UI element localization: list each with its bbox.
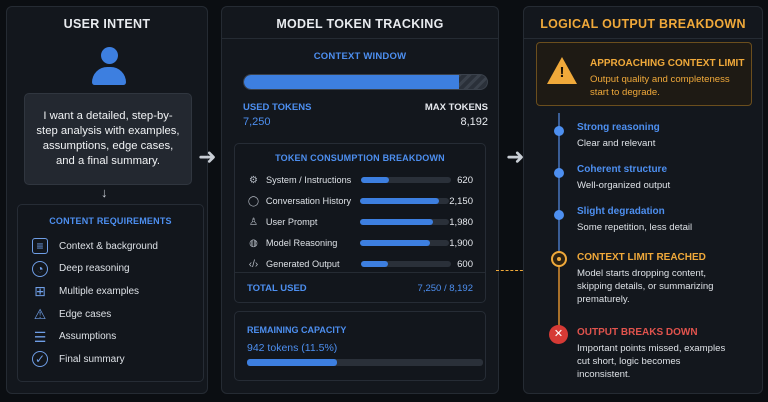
token-tracking-panel: MODEL TOKEN TRACKING CONTEXT WINDOW USED…	[221, 6, 499, 394]
used-tokens-label: USED TOKENS	[243, 102, 312, 113]
list-icon: ☰	[33, 328, 47, 345]
total-used-label: TOTAL USED	[247, 283, 307, 294]
breakdown-bar	[361, 261, 389, 267]
output-breakdown-title: LOGICAL OUTPUT BREAKDOWN	[540, 17, 746, 31]
breakdown-value: 600	[457, 258, 473, 270]
breakdown-label: User Prompt	[265, 217, 318, 227]
breakdown-label: System / Instructions	[266, 175, 352, 185]
max-tokens-value: 8,192	[460, 116, 488, 128]
requirement-label: Assumptions	[59, 331, 117, 343]
context-limit-dot-icon	[551, 251, 567, 267]
breakdown-value: 1,900	[449, 237, 473, 249]
timeline-line	[558, 261, 560, 333]
requirement-item: ⊞ Multiple examples	[32, 280, 158, 303]
right-arrow-icon: ➜	[198, 144, 217, 169]
token-breakdown-box: TOKEN CONSUMPTION BREAKDOWN ⚙ System / I…	[234, 143, 486, 303]
stage-text: Clear and relevant	[577, 138, 656, 149]
gear-icon: ⚙	[249, 174, 258, 186]
breakdown-label: Conversation History	[265, 196, 352, 206]
stage-title: CONTEXT LIMIT REACHED	[577, 252, 706, 263]
context-window-bar	[243, 74, 488, 90]
requirement-label: Multiple examples	[59, 285, 140, 297]
requirement-item: ◔ Deep reasoning	[32, 258, 158, 281]
error-x-icon: ✕	[549, 325, 568, 344]
token-breakdown-title: TOKEN CONSUMPTION BREAKDOWN	[275, 153, 445, 163]
breakdown-row: ‹/› Generated Output 600	[247, 257, 473, 271]
stage-title: OUTPUT BREAKS DOWN	[577, 327, 698, 338]
warning-title: APPROACHING CONTEXT LIMIT	[590, 58, 745, 69]
requirement-item: ≡ Context & background	[32, 235, 158, 258]
remaining-capacity-box: REMAINING CAPACITY 942 tokens (11.5%)	[234, 311, 486, 381]
user-intent-panel: USER INTENT I want a detailed, step-by-s…	[6, 6, 208, 394]
requirement-item: ⚠ Edge cases	[32, 303, 158, 326]
chat-icon: ◯	[247, 195, 260, 207]
brain-icon: ◍	[249, 237, 258, 249]
timeline-dot-icon	[554, 210, 564, 220]
stage-text: Important points missed, examples cut sh…	[577, 343, 726, 381]
stage-text: Well-organized output	[577, 180, 671, 191]
remaining-capacity-title: REMAINING CAPACITY	[247, 325, 347, 335]
breakdown-value: 1,980	[449, 216, 473, 228]
timeline-line	[558, 113, 560, 261]
requirement-item: ☰ Assumptions	[32, 325, 158, 348]
document-icon: ≡	[32, 238, 48, 255]
breakdown-label: Generated Output	[266, 259, 340, 269]
check-circle-icon: ✓	[32, 351, 48, 368]
requirement-label: Edge cases	[59, 308, 112, 320]
stage-title: Slight degradation	[577, 206, 665, 217]
requirement-label: Final summary	[59, 353, 125, 365]
stage-text: Some repetition, less detail	[577, 222, 693, 233]
stage-text: Model starts dropping content, skipping …	[577, 268, 714, 306]
user-intent-title: USER INTENT	[63, 17, 151, 31]
breakdown-row: ◍ Model Reasoning 1,900	[247, 236, 473, 250]
breakdown-label: Model Reasoning	[265, 238, 338, 248]
user-request-bubble: I want a detailed, step-by-step analysis…	[24, 93, 192, 185]
used-tokens-value: 7,250	[243, 116, 271, 128]
token-tracking-title: MODEL TOKEN TRACKING	[276, 17, 444, 31]
timeline-dot-icon	[554, 126, 564, 136]
head-icon: ◔	[32, 260, 48, 277]
dashed-connector	[496, 270, 542, 271]
context-window-section: CONTEXT WINDOW USED TOKENS 7,250 MAX TOK…	[234, 41, 488, 143]
timeline-dot-icon	[554, 168, 564, 178]
remaining-capacity-fill	[247, 359, 337, 366]
down-arrow-icon: ↓	[101, 185, 108, 200]
requirement-label: Context & background	[59, 240, 158, 252]
user-avatar-icon	[92, 47, 126, 85]
stage-title: Strong reasoning	[577, 122, 660, 133]
breakdown-row: ◯ Conversation History 2,150	[247, 194, 473, 208]
code-icon: ‹/›	[248, 258, 259, 270]
breakdown-row: ♙ User Prompt 1,980	[247, 215, 473, 229]
warning-triangle-icon	[547, 57, 577, 84]
right-arrow-icon: ➜	[506, 144, 525, 169]
requirement-label: Deep reasoning	[59, 263, 130, 275]
requirement-item: ✓ Final summary	[32, 348, 158, 371]
breakdown-bar	[360, 240, 431, 246]
warning-icon: ⚠	[33, 306, 47, 323]
remaining-capacity-bar	[247, 359, 483, 366]
breakdown-bar	[361, 177, 389, 183]
breakdown-row: ⚙ System / Instructions 620	[247, 173, 473, 187]
context-limit-warning: ! APPROACHING CONTEXT LIMIT Output quali…	[536, 42, 752, 106]
user-icon: ♙	[248, 216, 258, 228]
max-tokens-label: MAX TOKENS	[424, 102, 488, 113]
warning-text: Output quality and completeness start to…	[590, 74, 730, 98]
breakdown-value: 2,150	[449, 195, 473, 207]
context-window-fill	[244, 75, 460, 89]
content-requirements-title: CONTENT REQUIREMENTS	[49, 216, 172, 226]
content-requirements-box: CONTENT REQUIREMENTS ≡ Context & backgro…	[17, 204, 204, 382]
breakdown-value: 620	[457, 174, 473, 186]
total-used-value: 7,250 / 8,192	[417, 283, 473, 294]
stage-title: Coherent structure	[577, 164, 668, 175]
remaining-capacity-value: 942 tokens (11.5%)	[247, 342, 338, 354]
grid-icon: ⊞	[34, 283, 46, 300]
breakdown-bar	[360, 219, 433, 225]
context-window-title: CONTEXT WINDOW	[313, 51, 407, 62]
breakdown-bar	[360, 198, 439, 204]
requirements-list: ≡ Context & background ◔ Deep reasoning …	[32, 235, 158, 371]
output-breakdown-panel: LOGICAL OUTPUT BREAKDOWN ! APPROACHING C…	[523, 6, 763, 394]
